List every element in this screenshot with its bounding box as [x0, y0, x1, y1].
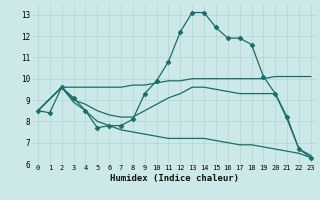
- X-axis label: Humidex (Indice chaleur): Humidex (Indice chaleur): [110, 174, 239, 183]
